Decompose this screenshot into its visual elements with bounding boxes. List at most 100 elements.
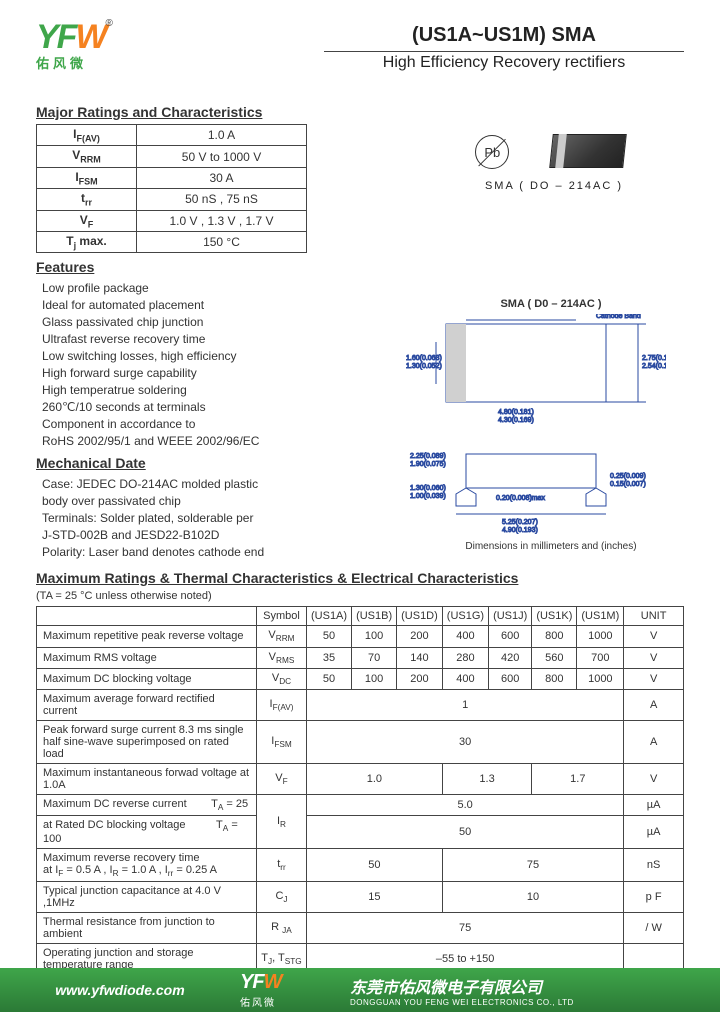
table-header: Symbol	[257, 607, 307, 626]
svg-text:5.25(0.207): 5.25(0.207)	[502, 519, 538, 526]
param-value: 75	[307, 913, 624, 944]
company-name-cn: 东莞市佑风微电子有限公司	[350, 974, 708, 998]
logo-mark: YFW® 佑风微	[36, 18, 113, 72]
rating-symbol: VF	[37, 210, 137, 231]
feature-item: Ideal for automated placement	[36, 296, 336, 313]
table-header: (US1J)	[489, 607, 532, 626]
param-symbol: R JA	[257, 913, 307, 944]
title-block: (US1A~US1M) SMA High Efficiency Recovery…	[324, 24, 684, 72]
param-value: 1000	[577, 668, 624, 689]
param-symbol: VF	[257, 763, 307, 794]
rating-value: 30 A	[137, 167, 307, 188]
package-3d-icon	[543, 130, 633, 174]
param-name: Maximum DC blocking voltage	[37, 668, 257, 689]
param-value: 560	[532, 647, 577, 668]
package-column: Pb SMA ( DO – 214AC )	[424, 130, 684, 192]
rating-symbol: VRRM	[37, 146, 137, 167]
svg-text:2.75(0.110): 2.75(0.110)	[642, 355, 666, 362]
param-name: Typical junction capacitance at 4.0 V ,1…	[37, 882, 257, 913]
param-value: 800	[532, 626, 577, 647]
svg-text:1.00(0.039): 1.00(0.039)	[410, 493, 446, 500]
param-value: 200	[397, 668, 443, 689]
max-ratings-table: Symbol(US1A)(US1B)(US1D)(US1G)(US1J)(US1…	[36, 606, 684, 975]
param-value: 600	[489, 626, 532, 647]
param-name: Thermal resistance from junction to ambi…	[37, 913, 257, 944]
param-value: 50	[307, 668, 352, 689]
param-value: 75	[442, 849, 623, 882]
param-symbol: IR	[257, 794, 307, 848]
footer: www.yfwdiode.com YFW 佑风微 东莞市佑风微电子有限公司 DO…	[0, 968, 720, 1012]
part-number-title: (US1A~US1M) SMA	[324, 24, 684, 47]
svg-text:0.15(0.007): 0.15(0.007)	[610, 481, 646, 488]
param-name: Maximum DC reverse current TA = 25	[37, 794, 257, 815]
lead-free-icon: Pb	[475, 135, 509, 169]
table-header: (US1M)	[577, 607, 624, 626]
footer-company: 东莞市佑风微电子有限公司 DONGGUAN YOU FENG WEI ELECT…	[350, 974, 720, 1007]
rating-symbol: Tj max.	[37, 231, 137, 252]
footer-logo: YFW 佑风微	[240, 971, 350, 1009]
param-unit: p F	[624, 882, 684, 913]
table-header: (US1D)	[397, 607, 443, 626]
feature-item: Ultrafast reverse recovery time	[36, 330, 336, 347]
features-list: Low profile packageIdeal for automated p…	[36, 279, 336, 449]
param-value: 280	[442, 647, 488, 668]
svg-text:2.54(0.100): 2.54(0.100)	[642, 363, 666, 370]
rating-symbol: IF(AV)	[37, 125, 137, 146]
param-unit: A	[624, 720, 684, 763]
param-value: 5.0	[307, 794, 624, 815]
rating-symbol: IFSM	[37, 167, 137, 188]
table-header: UNIT	[624, 607, 684, 626]
param-name: Maximum average forward rectified curren…	[37, 689, 257, 720]
svg-text:1.60(0.063): 1.60(0.063)	[406, 355, 442, 362]
ratings-heading: Major Ratings and Characteristics	[36, 104, 684, 120]
rating-value: 50 nS , 75 nS	[137, 189, 307, 210]
param-value: 15	[307, 882, 443, 913]
param-unit: µA	[624, 816, 684, 849]
param-symbol: IF(AV)	[257, 689, 307, 720]
feature-item: Low switching losses, high efficiency	[36, 347, 336, 364]
company-name-en: DONGGUAN YOU FENG WEI ELECTRONICS CO., L…	[350, 998, 708, 1007]
footer-url: www.yfwdiode.com	[0, 982, 240, 998]
param-value: 200	[397, 626, 443, 647]
rating-value: 50 V to 1000 V	[137, 146, 307, 167]
table-header	[37, 607, 257, 626]
param-unit: V	[624, 668, 684, 689]
package-label: SMA ( DO – 214AC )	[424, 180, 684, 192]
param-name: Maximum reverse recovery timeat IF = 0.5…	[37, 849, 257, 882]
param-value: 800	[532, 668, 577, 689]
svg-text:0.20(0.008)max: 0.20(0.008)max	[496, 495, 546, 502]
param-unit: / W	[624, 913, 684, 944]
param-unit: V	[624, 647, 684, 668]
max-ratings-heading: Maximum Ratings & Thermal Characteristic…	[36, 570, 684, 586]
param-value: 100	[352, 668, 397, 689]
param-unit: nS	[624, 849, 684, 882]
svg-text:4.30(0.169): 4.30(0.169)	[498, 417, 534, 424]
feature-item: High forward surge capability	[36, 364, 336, 381]
param-value: 1.7	[532, 763, 624, 794]
param-value: 1.3	[442, 763, 532, 794]
param-symbol: CJ	[257, 882, 307, 913]
param-value: 400	[442, 626, 488, 647]
subtitle: High Efficiency Recovery rectifiers	[324, 51, 684, 72]
table-header: (US1B)	[352, 607, 397, 626]
header: YFW® 佑风微 (US1A~US1M) SMA High Efficiency…	[36, 18, 684, 98]
param-value: 140	[397, 647, 443, 668]
param-value: 50	[307, 849, 443, 882]
rating-symbol: trr	[37, 189, 137, 210]
svg-text:0.25(0.009): 0.25(0.009)	[610, 473, 646, 480]
logo-registered-icon: ®	[106, 18, 113, 29]
feature-item: Glass passivated chip junction	[36, 313, 336, 330]
svg-text:1.30(0.060): 1.30(0.060)	[410, 485, 446, 492]
table-header: (US1A)	[307, 607, 352, 626]
svg-text:1.30(0.052): 1.30(0.052)	[406, 363, 442, 370]
param-symbol: VDC	[257, 668, 307, 689]
logo: YFW® 佑风微	[36, 18, 113, 72]
feature-item: Component in accordance to	[36, 415, 336, 432]
param-value: 70	[352, 647, 397, 668]
param-value: 420	[489, 647, 532, 668]
feature-item: Low profile package	[36, 279, 336, 296]
param-value: 50	[307, 626, 352, 647]
param-unit: A	[624, 689, 684, 720]
param-symbol: trr	[257, 849, 307, 882]
param-symbol: VRRM	[257, 626, 307, 647]
